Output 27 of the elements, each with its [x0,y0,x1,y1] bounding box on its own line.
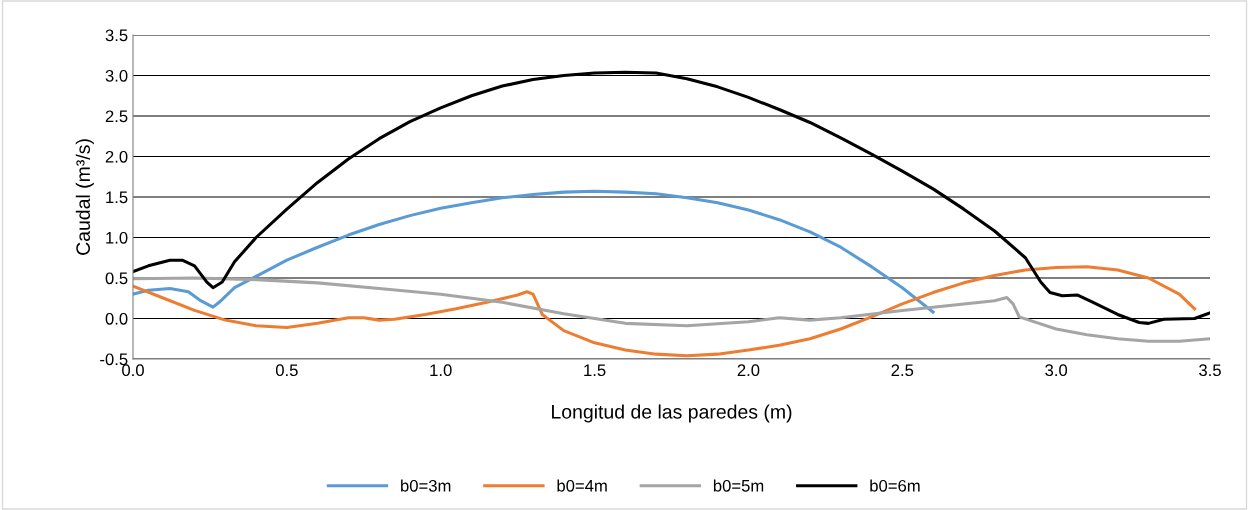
x-tick-label: 2.0 [737,364,760,377]
y-tick-label: 2.0 [105,150,128,163]
line-series [133,70,1210,325]
legend-label: b0=4m [557,479,607,492]
legend-label: b0=6m [870,479,920,492]
legend-label: b0=5m [713,479,764,492]
line-series [133,265,1197,358]
y-tick-label: 3.0 [105,69,128,82]
y-tick-label: 3.5 [105,29,128,42]
x-axis-title: Longitud de las paredes (m) [552,404,792,423]
x-tick-label: 0.5 [275,364,298,377]
x-tick-label: 0.0 [122,364,144,377]
y-tick-label: 1.0 [106,231,128,244]
y-axis-title: Caudal (m³/s) [75,139,94,255]
line-series [133,276,1210,343]
y-tick-label: 1.5 [106,191,128,204]
line-series [133,189,935,314]
x-tick-label: 3.5 [1199,364,1221,377]
y-tick-label: 0.0 [105,312,128,325]
y-tick-label: -0.5 [100,353,128,366]
legend-label: b0=3m [401,479,451,492]
y-tick-label: 2.5 [105,110,128,123]
y-tick-label: 0.5 [105,272,128,285]
x-tick-label: 3.0 [1045,364,1068,377]
x-tick-label: 1.0 [430,364,452,377]
x-tick-label: 1.5 [584,364,606,377]
x-tick-label: 2.5 [891,364,914,377]
